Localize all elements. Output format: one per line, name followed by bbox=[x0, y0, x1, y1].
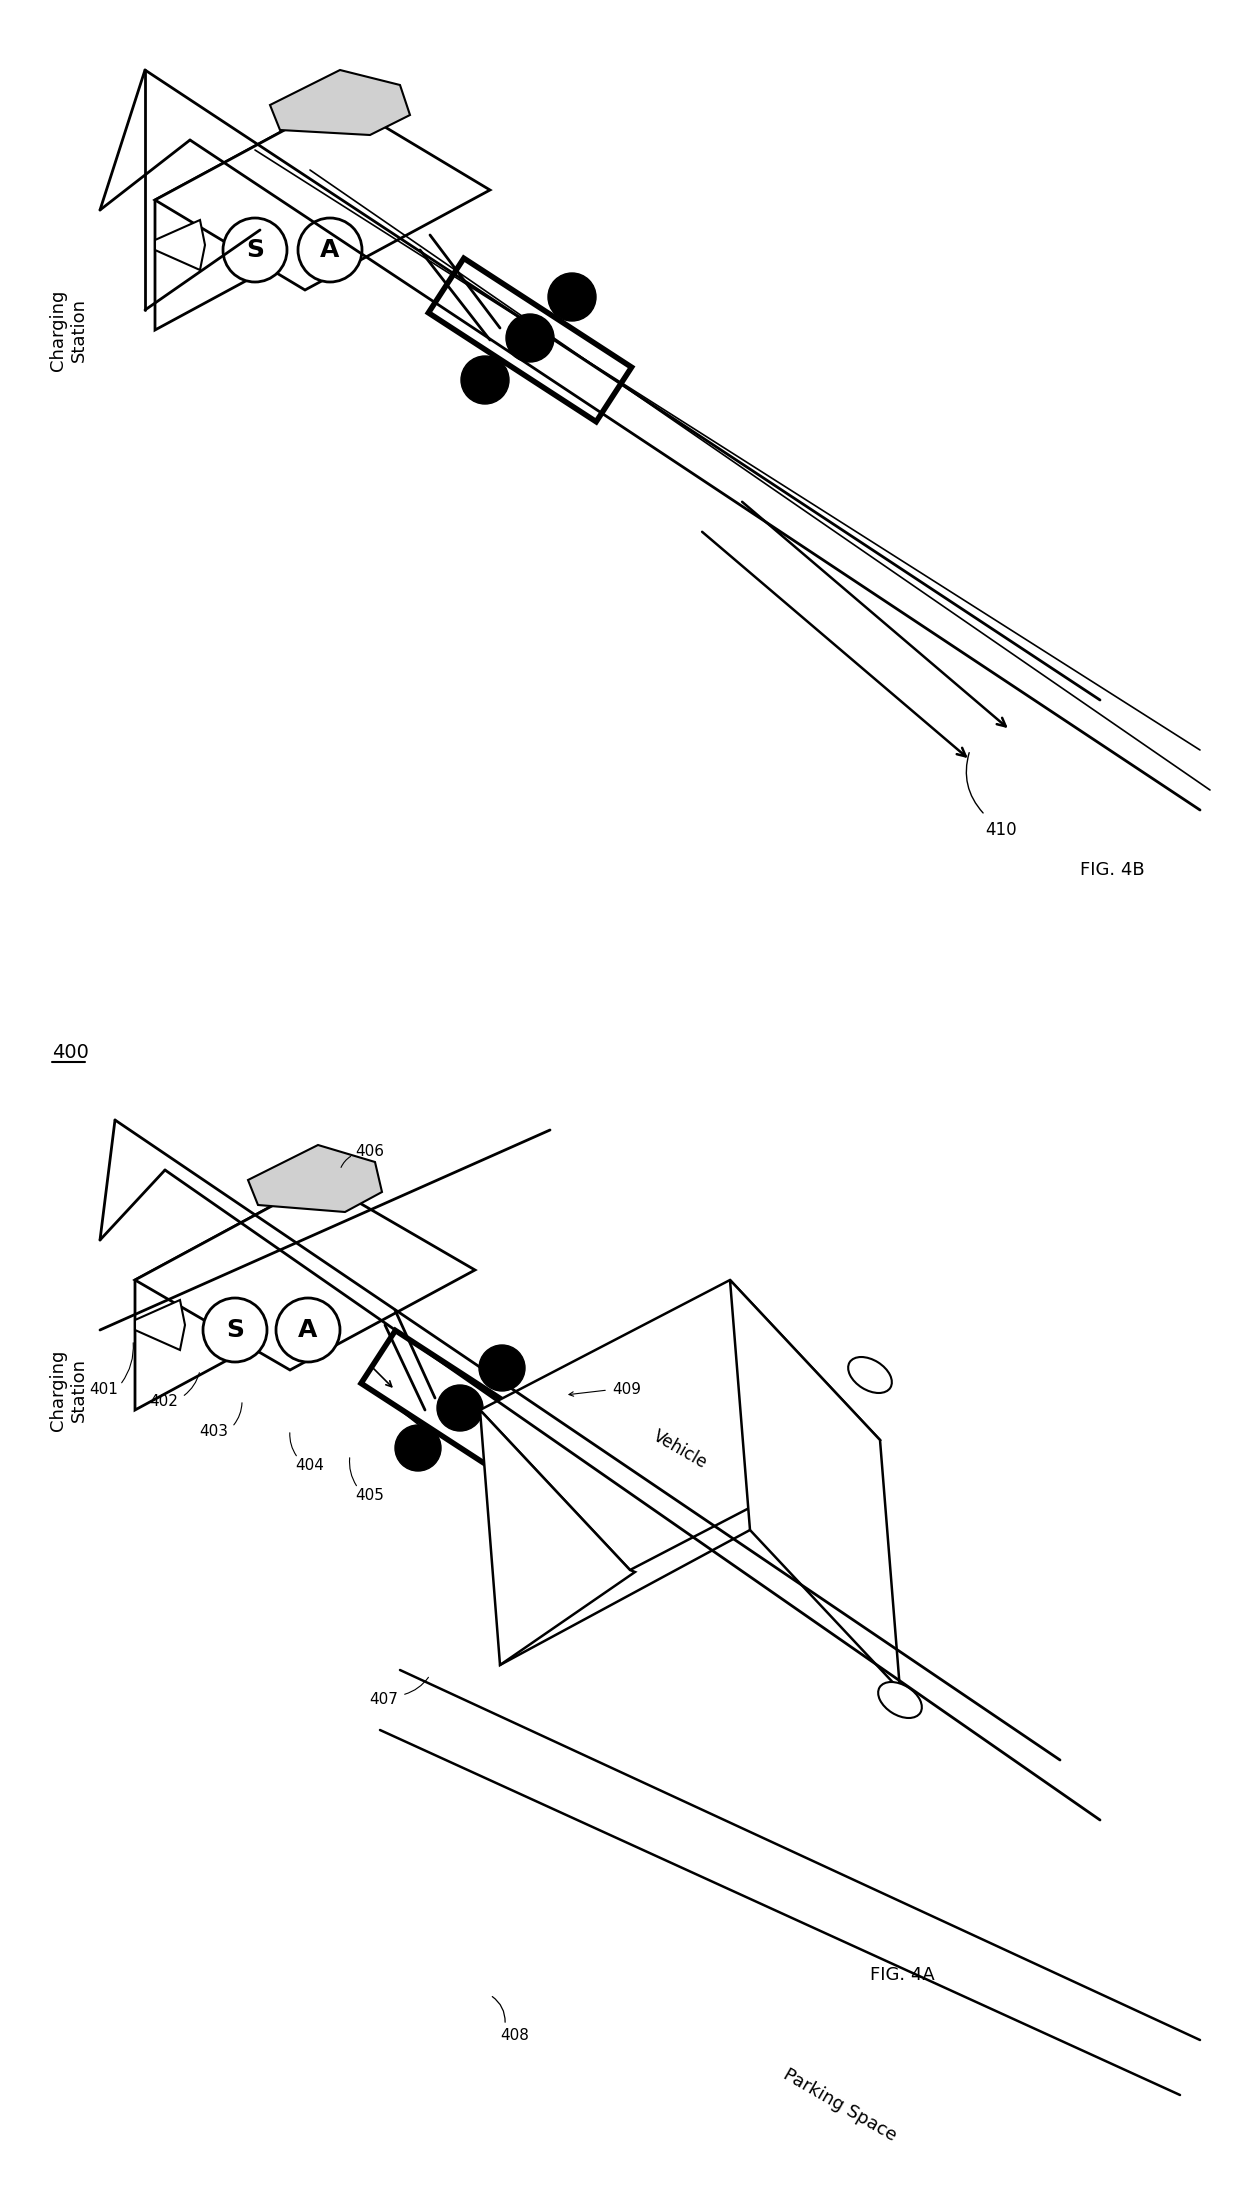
Circle shape bbox=[436, 1386, 484, 1432]
Text: Charging
Station: Charging Station bbox=[48, 290, 87, 371]
Circle shape bbox=[203, 1297, 267, 1361]
Polygon shape bbox=[361, 1330, 559, 1490]
Text: 408: 408 bbox=[500, 2027, 529, 2042]
Polygon shape bbox=[295, 82, 320, 115]
Polygon shape bbox=[155, 221, 205, 270]
Ellipse shape bbox=[878, 1682, 921, 1717]
Text: S: S bbox=[226, 1317, 244, 1341]
Polygon shape bbox=[135, 1180, 475, 1370]
Circle shape bbox=[396, 1425, 441, 1472]
Polygon shape bbox=[135, 1180, 320, 1410]
Text: Charging
Station: Charging Station bbox=[48, 1350, 87, 1430]
Text: 404: 404 bbox=[295, 1459, 324, 1472]
Text: Vehicle: Vehicle bbox=[650, 1428, 711, 1472]
Circle shape bbox=[548, 274, 596, 320]
Text: 402: 402 bbox=[149, 1395, 179, 1410]
Text: A: A bbox=[299, 1317, 317, 1341]
Text: 406: 406 bbox=[355, 1145, 384, 1160]
Text: 403: 403 bbox=[198, 1425, 228, 1439]
Polygon shape bbox=[730, 1280, 900, 1691]
Circle shape bbox=[461, 356, 508, 404]
Text: 400: 400 bbox=[52, 1043, 89, 1063]
Text: FIG. 4A: FIG. 4A bbox=[870, 1967, 935, 1985]
Polygon shape bbox=[270, 1162, 295, 1196]
Polygon shape bbox=[480, 1410, 635, 1664]
Circle shape bbox=[479, 1346, 525, 1390]
Circle shape bbox=[277, 1297, 340, 1361]
Circle shape bbox=[298, 219, 362, 283]
Text: 401: 401 bbox=[89, 1383, 118, 1397]
Polygon shape bbox=[270, 71, 410, 135]
Text: 405: 405 bbox=[355, 1487, 384, 1503]
Text: 409: 409 bbox=[613, 1383, 641, 1397]
Polygon shape bbox=[135, 1299, 185, 1350]
Ellipse shape bbox=[848, 1357, 892, 1392]
Text: 407: 407 bbox=[370, 1693, 398, 1708]
Polygon shape bbox=[155, 99, 490, 290]
Text: A: A bbox=[320, 239, 340, 263]
Polygon shape bbox=[248, 1145, 382, 1211]
Polygon shape bbox=[480, 1280, 880, 1569]
Text: S: S bbox=[246, 239, 264, 263]
Text: Parking Space: Parking Space bbox=[780, 2066, 900, 2144]
Polygon shape bbox=[429, 259, 631, 422]
Circle shape bbox=[506, 314, 554, 362]
Text: 410: 410 bbox=[985, 820, 1017, 840]
Circle shape bbox=[223, 219, 286, 283]
Polygon shape bbox=[155, 99, 340, 329]
Text: FIG. 4B: FIG. 4B bbox=[1080, 862, 1145, 880]
